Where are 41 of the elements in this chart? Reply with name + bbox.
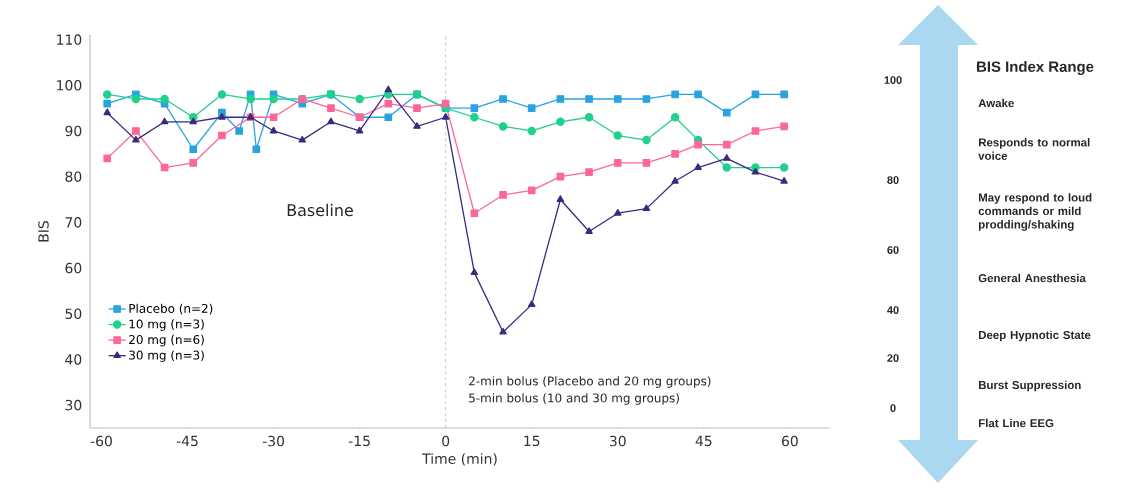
- category-label: Burst Suppression: [978, 380, 1081, 392]
- category-label: May respond to loud commands or mild prodding/shaking: [978, 193, 1092, 231]
- y-tick-label: 90: [65, 125, 82, 137]
- category-label: General Anesthesia: [978, 273, 1086, 283]
- category-label: Awake: [978, 98, 1014, 108]
- text: 80: [887, 176, 899, 184]
- text: 40: [887, 306, 899, 314]
- y-tick-label: 70: [65, 217, 82, 228]
- text: 100: [884, 76, 902, 84]
- y-tick-label: 60: [65, 262, 82, 274]
- x-axis-title: Time (min): [422, 453, 497, 466]
- x-tick-label: -60: [90, 435, 112, 447]
- y-tick-label: 30: [65, 399, 82, 411]
- text: 60: [887, 246, 899, 254]
- x-tick-label: 45: [695, 435, 712, 447]
- legend-label: 10 mg (n=3): [129, 319, 204, 331]
- x-tick-label: 0: [442, 435, 450, 447]
- annotation: 5-min bolus (10 and 30 mg groups): [469, 393, 679, 405]
- x-tick-label: 15: [524, 435, 540, 447]
- legend-label: 20 mg (n=6): [129, 334, 204, 347]
- annotation: 2-min bolus (Placebo and 20 mg groups): [469, 376, 711, 388]
- text: BIS Index Range: [977, 61, 1094, 75]
- x-tick-label: -30: [262, 435, 285, 447]
- x-tick-label: 30: [609, 435, 626, 447]
- annotation: Baseline: [287, 203, 353, 217]
- x-tick-label: -45: [176, 435, 198, 447]
- y-tick-label: 80: [65, 171, 82, 182]
- y-axis-title: BIS: [38, 221, 49, 242]
- category-label: Flat Line EEG: [978, 418, 1054, 428]
- legend-label: Placebo (n=2): [129, 303, 213, 315]
- category-label: Deep Hypnotic State: [978, 330, 1091, 342]
- text: 20: [887, 354, 899, 362]
- y-tick-label: 100: [57, 79, 82, 91]
- x-tick-label: 60: [781, 435, 798, 447]
- legend-label: 30 mg (n=3): [129, 350, 204, 362]
- y-tick-label: 40: [65, 354, 82, 365]
- category-label: Responds to normal voice: [978, 138, 1090, 160]
- y-tick-label: 110: [57, 34, 82, 45]
- y-tick-label: 50: [65, 308, 82, 320]
- text: 0: [890, 404, 896, 412]
- x-tick-label: -15: [348, 435, 370, 447]
